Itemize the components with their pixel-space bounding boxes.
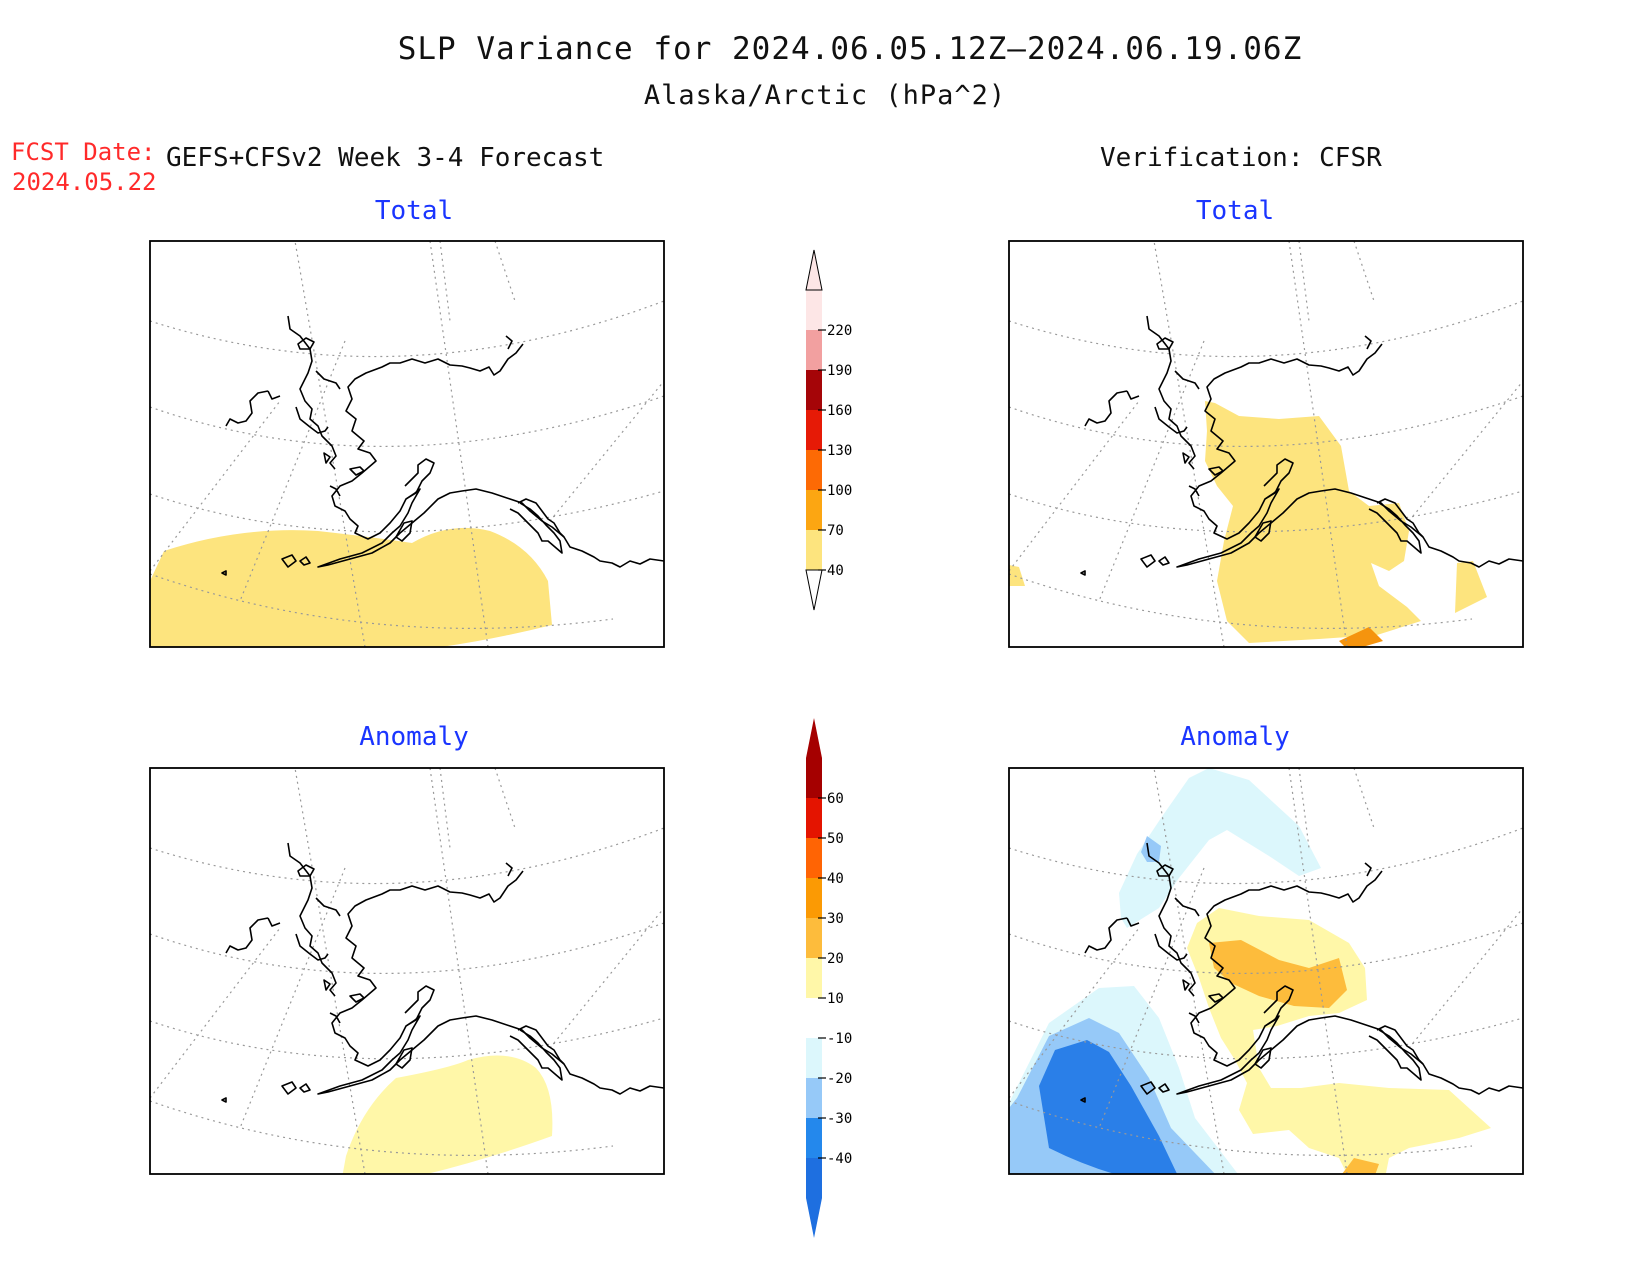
anomaly-colorbar-swatch bbox=[806, 1038, 822, 1078]
obs-total-70-100-shading bbox=[1339, 627, 1383, 647]
anomaly-colorbar-swatch bbox=[806, 798, 822, 838]
total-colorbar-label: 40 bbox=[827, 563, 844, 579]
total-colorbar-swatch bbox=[806, 290, 822, 330]
obs-total-40-70-shading bbox=[1205, 401, 1421, 643]
total-colorbar-label: 190 bbox=[827, 363, 852, 379]
total-colorbar-label: 70 bbox=[827, 523, 844, 539]
total-colorbar: 40 70 100 130 160 190 220 bbox=[805, 249, 852, 611]
anomaly-colorbar-swatch bbox=[806, 918, 822, 958]
fcst-date-label: FCST Date: bbox=[11, 138, 156, 166]
anomaly-colorbar-bottom-arrow bbox=[806, 1198, 822, 1238]
total-colorbar-swatch bbox=[806, 490, 822, 530]
total-colorbar-label: 130 bbox=[827, 443, 852, 459]
fcst-anomaly-map bbox=[149, 767, 665, 1175]
obs-anomaly-map bbox=[1008, 767, 1524, 1175]
total-colorbar-label: 100 bbox=[827, 483, 852, 499]
anomaly-colorbar-label: -40 bbox=[827, 1151, 852, 1167]
fcst-total-panel-title: Total bbox=[374, 196, 454, 226]
total-colorbar-swatch bbox=[806, 410, 822, 450]
anomaly-colorbar-label: -30 bbox=[827, 1111, 852, 1127]
anomaly-colorbar-label: 20 bbox=[827, 951, 844, 967]
anomaly-colorbar-label: 60 bbox=[827, 791, 844, 807]
total-colorbar-swatch bbox=[806, 530, 822, 570]
obs-anomaly-neg30-neg40-southwest bbox=[1039, 1040, 1178, 1174]
anomaly-colorbar-label: 40 bbox=[827, 871, 844, 887]
anomaly-colorbar-label: -10 bbox=[827, 1031, 852, 1047]
total-colorbar-label: 160 bbox=[827, 403, 852, 419]
anomaly-colorbar-top-arrow bbox=[806, 718, 822, 758]
anomaly-colorbar: -40 -30 -20 -10 10 20 30 40 50 60 bbox=[806, 718, 852, 1238]
anomaly-colorbar-swatch bbox=[806, 1118, 822, 1158]
total-colorbar-swatch bbox=[806, 450, 822, 490]
anomaly-colorbar-label: 30 bbox=[827, 911, 844, 927]
obs-total-panel-title: Total bbox=[1195, 196, 1275, 226]
total-colorbar-swatch bbox=[806, 330, 822, 370]
anomaly-colorbar-swatch bbox=[806, 838, 822, 878]
verification-column-heading: Verification: CFSR bbox=[1100, 143, 1382, 173]
anomaly-colorbar-label: 50 bbox=[827, 831, 844, 847]
anomaly-colorbar-swatch bbox=[806, 758, 822, 798]
fcst-anomaly-panel-title: Anomaly bbox=[359, 722, 469, 752]
map-subtitle: Alaska/Arctic (hPa^2) bbox=[643, 80, 1007, 111]
anomaly-colorbar-label: -20 bbox=[827, 1071, 852, 1087]
obs-anomaly-neg10-neg20-north bbox=[1119, 768, 1321, 928]
total-colorbar-swatch bbox=[806, 370, 822, 410]
obs-anomaly-20-30-shading bbox=[1209, 940, 1347, 1008]
anomaly-colorbar-swatch bbox=[806, 1158, 822, 1198]
fcst-total-map bbox=[149, 240, 665, 648]
total-colorbar-label: 220 bbox=[827, 323, 852, 339]
map-title: SLP Variance for 2024.06.05.12Z–2024.06.… bbox=[397, 31, 1303, 67]
anomaly-colorbar-swatch bbox=[806, 998, 822, 1038]
anomaly-colorbar-label: 10 bbox=[827, 991, 844, 1007]
total-colorbar-bottom-arrow bbox=[805, 569, 823, 611]
obs-anomaly-panel-title: Anomaly bbox=[1180, 722, 1290, 752]
fcst-date-value: 2024.05.22 bbox=[12, 168, 157, 196]
total-colorbar-top-arrow bbox=[805, 249, 823, 291]
fcst-total-40-70-shading bbox=[150, 527, 552, 647]
fcst-anomaly-10-20-shading bbox=[342, 1055, 553, 1174]
anomaly-colorbar-swatch bbox=[806, 1078, 822, 1118]
obs-total-map bbox=[1008, 240, 1524, 648]
anomaly-colorbar-swatch bbox=[806, 878, 822, 918]
forecast-column-heading: GEFS+CFSv2 Week 3-4 Forecast bbox=[166, 143, 605, 173]
anomaly-colorbar-swatch bbox=[806, 958, 822, 998]
